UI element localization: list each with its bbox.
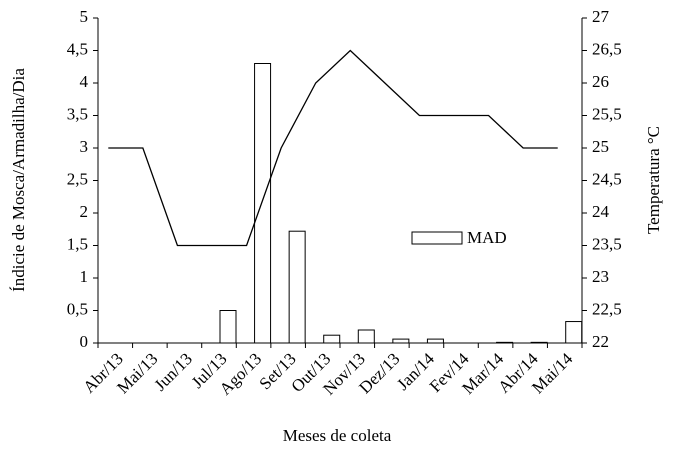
y-tick-label: 0 [80,332,89,351]
y-tick-label: 1 [80,267,89,286]
y-tick-label: 3,5 [67,104,88,123]
y2-tick-label: 25,5 [592,104,622,123]
y2-axis-title: Temperatura °C [644,126,663,234]
bar [219,310,237,344]
bar [392,338,410,344]
legend-swatch [411,231,463,245]
y2-tick-label: 25 [592,137,609,156]
bar [357,329,375,344]
x-tick-label: Mai/14 [528,349,577,398]
y2-tick-label: 22,5 [592,299,622,318]
x-tick-label: Jun/13 [151,349,196,394]
y2-tick-label: 26 [592,72,609,91]
y2-tick-label: 22 [592,332,609,351]
bar [323,334,341,344]
y2-tick-label: 27 [592,7,610,26]
y2-tick-label: 24,5 [592,169,622,188]
y-tick-label: 3 [80,137,89,156]
y-tick-label: 5 [80,7,89,26]
legend-label: MAD [467,228,507,247]
y-tick-label: 0,5 [67,299,88,318]
y-tick-label: 2 [80,202,89,221]
y-tick-label: 2,5 [67,169,88,188]
bar [288,230,306,344]
y2-tick-label: 23,5 [592,234,622,253]
y-tick-label: 4 [80,72,89,91]
bar [496,341,514,344]
y-tick-label: 1,5 [67,234,88,253]
bar [565,321,583,344]
bar [254,63,272,344]
x-axis-title: Meses de coleta [283,426,392,445]
bar [530,341,548,344]
y2-tick-label: 26,5 [592,39,622,58]
y-axis-title: Índicie de Mosca/Armadilha/Dia [9,68,28,292]
y2-tick-label: 23 [592,267,609,286]
line [108,49,558,247]
y-tick-label: 4,5 [67,39,88,58]
bar [426,338,444,344]
y2-tick-label: 24 [592,202,610,221]
